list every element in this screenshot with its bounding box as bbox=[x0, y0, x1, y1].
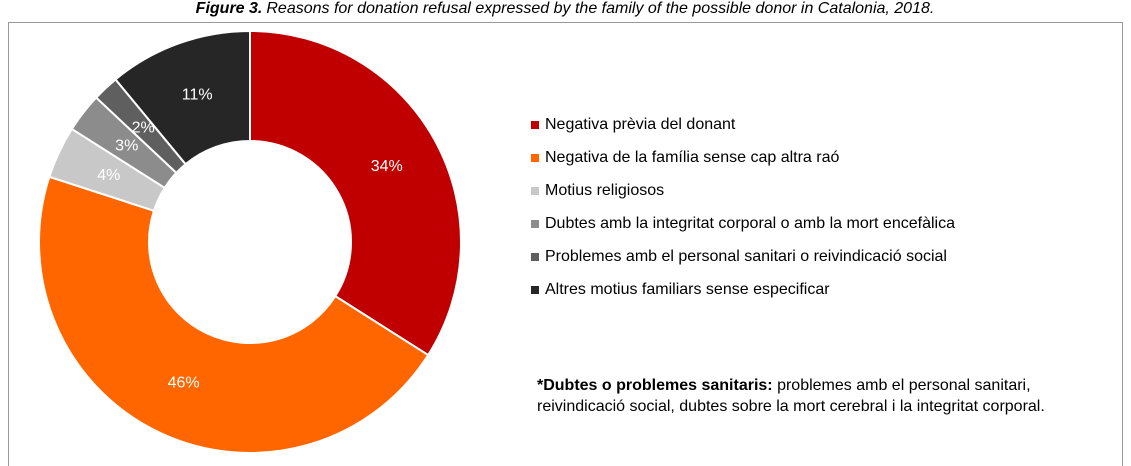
frame bbox=[8, 22, 1123, 466]
data-label: 2% bbox=[132, 119, 155, 136]
legend-label: Motius religiosos bbox=[545, 182, 664, 199]
data-label: 46% bbox=[168, 374, 200, 391]
legend-label: Negativa prèvia del donant bbox=[545, 116, 736, 133]
note: *Dubtes o problemes sanitaris: problemes… bbox=[537, 375, 1072, 417]
note-text: problemes amb el personal sanitari, reiv… bbox=[537, 377, 1045, 415]
note-label: *Dubtes o problemes sanitaris: bbox=[537, 377, 773, 394]
legend-label: Altres motius familiars sense especifica… bbox=[545, 281, 830, 298]
legend-swatch bbox=[531, 220, 539, 228]
legend-swatch bbox=[531, 253, 539, 261]
slice bbox=[38, 175, 430, 454]
slice bbox=[114, 29, 251, 166]
figure-label: Figure 3. bbox=[196, 0, 263, 17]
legend-label: Problemes amb el personal sanitari o rei… bbox=[545, 248, 947, 265]
title-text: Reasons for donation refusal expressed b… bbox=[266, 0, 934, 17]
legend-label: Negativa de la família sense cap altra r… bbox=[545, 149, 839, 166]
legend-swatch bbox=[531, 121, 539, 129]
legend-label: Dubtes amb la integritat corporal o amb … bbox=[545, 215, 955, 232]
slice bbox=[249, 29, 462, 357]
data-label: 11% bbox=[182, 86, 213, 103]
chart-title: Figure 3. Reasons for donation refusal ex… bbox=[196, 0, 935, 17]
legend-swatch bbox=[531, 286, 539, 294]
legend-swatch bbox=[531, 154, 539, 162]
data-label: 4% bbox=[97, 167, 120, 184]
data-label: 34% bbox=[371, 158, 403, 175]
data-label: 3% bbox=[115, 138, 138, 155]
legend-swatch bbox=[531, 187, 539, 195]
